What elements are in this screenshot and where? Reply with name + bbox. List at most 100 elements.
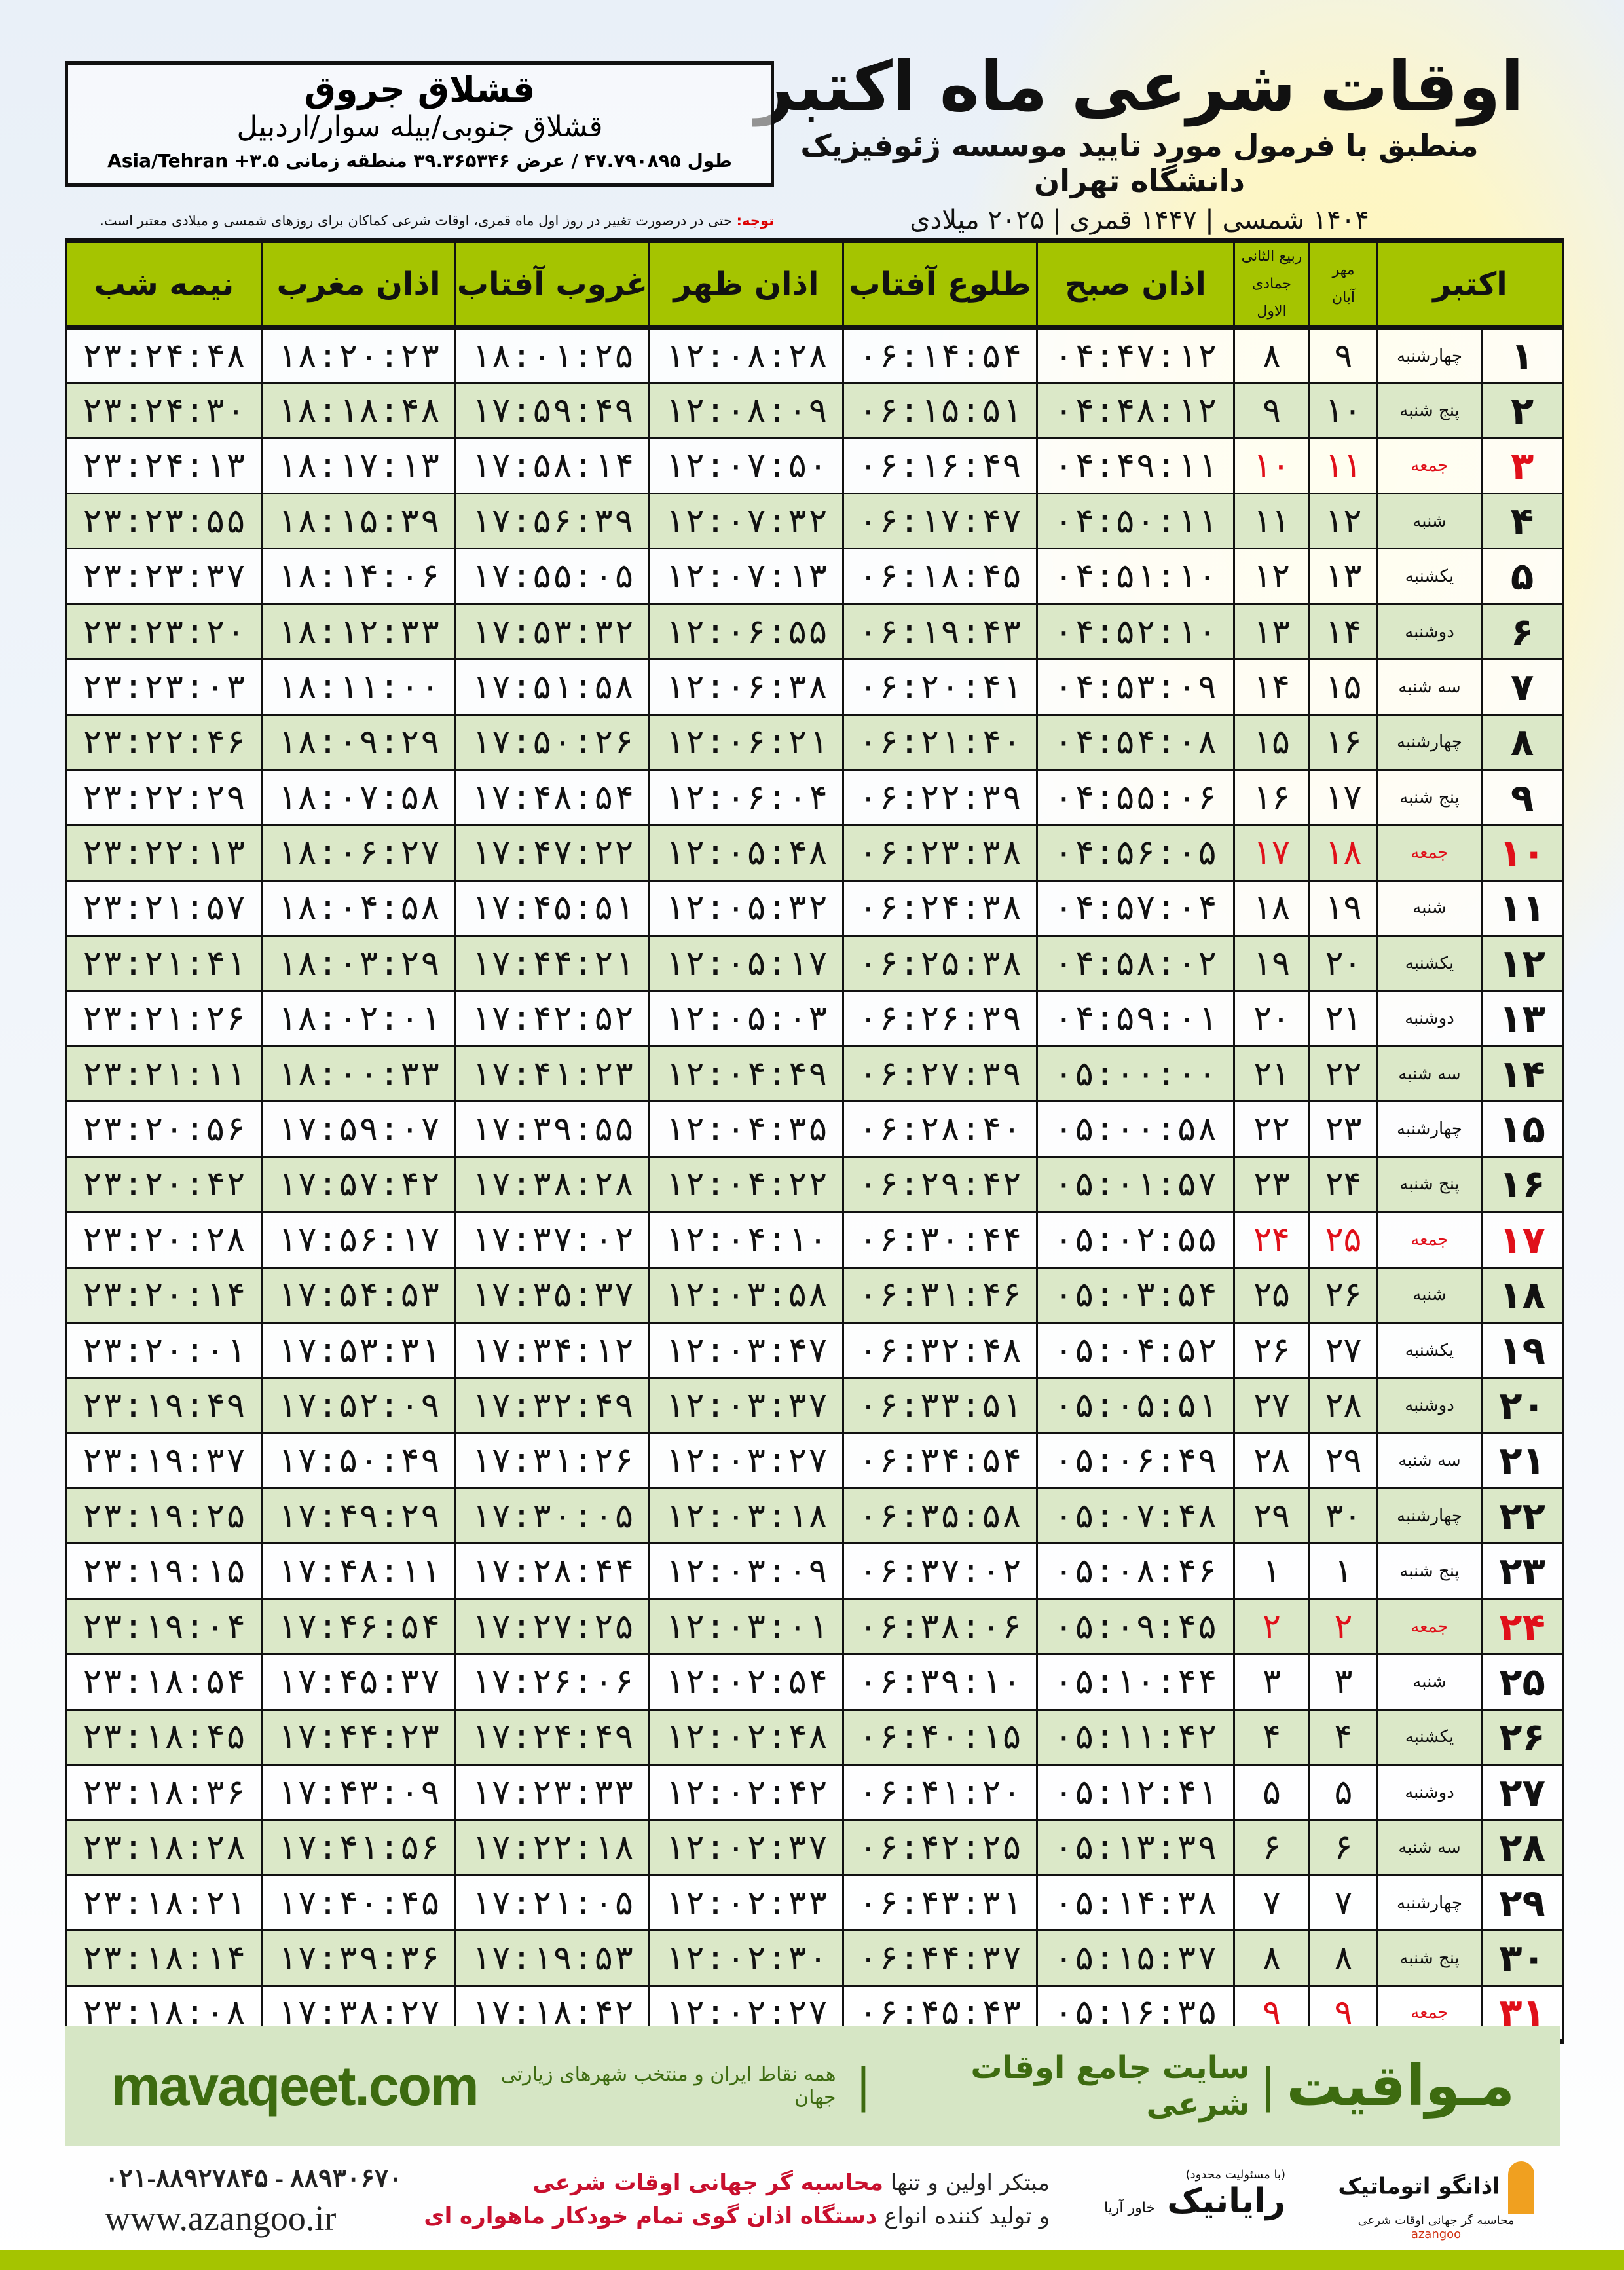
zohr-time: ۱۲:۰۶:۲۱ — [648, 713, 844, 772]
ghurub-time: ۱۷:۵۸:۱۴ — [454, 437, 650, 495]
header-sobh: اذان صبح — [1036, 237, 1235, 331]
maghrib-time: ۱۸:۰۰:۳۳ — [261, 1045, 456, 1103]
day-number: ۲ — [1481, 382, 1564, 439]
shamsi-day: ۴ — [1308, 1708, 1378, 1766]
tolu-time: ۰۶:۳۷:۰۲ — [842, 1542, 1038, 1600]
notice: توجه: حتی در درصورت تغییر در روز اول ماه… — [65, 213, 774, 229]
footer-line1-b: محاسبه گر جهانی اوقات شرعی — [532, 2170, 883, 2196]
qamari-day: ۴ — [1233, 1708, 1310, 1766]
day-number: ۱۰ — [1481, 824, 1564, 882]
qamari-day: ۲۸ — [1233, 1432, 1310, 1490]
shamsi-day: ۱۱ — [1308, 437, 1378, 495]
shamsi-day: ۱۷ — [1308, 769, 1378, 827]
maghrib-time: ۱۷:۵۶:۱۷ — [261, 1211, 456, 1269]
day-number: ۶ — [1481, 603, 1564, 661]
tolu-time: ۰۶:۲۷:۳۹ — [842, 1045, 1038, 1103]
azangoo-website-link[interactable]: www.azangoo.ir — [105, 2199, 337, 2238]
zohr-time: ۱۲:۰۲:۴۲ — [648, 1764, 844, 1821]
maghrib-time: ۱۷:۴۵:۳۷ — [261, 1653, 456, 1711]
table-row: ۲۲ چهارشنبه ۳۰ ۲۹ ۰۵:۰۷:۴۸ ۰۶:۳۵:۵۸ ۱۲:۰۳:۱۸ ۱۷… — [65, 1487, 1564, 1545]
sobh-time: ۰۵:۰۶:۴۹ — [1036, 1432, 1235, 1490]
zohr-time: ۱۲:۰۸:۰۹ — [648, 382, 844, 439]
maghrib-time: ۱۸:۱۲:۳۳ — [261, 603, 456, 661]
shamsi-day: ۱۳ — [1308, 548, 1378, 605]
qamari-day: ۱۶ — [1233, 769, 1310, 827]
banner-separator: | — [855, 2059, 872, 2113]
shamsi-day: ۲۹ — [1308, 1432, 1378, 1490]
sobh-time: ۰۴:۵۸:۰۲ — [1036, 935, 1235, 992]
tolu-time: ۰۶:۲۴:۳۸ — [842, 879, 1038, 937]
location-coordinates: طول ۴۷.۷۹۰۸۹۵ / عرض ۳۹.۳۶۵۳۴۶ منطقه زمان… — [107, 150, 732, 172]
table-row: ۲۸ سه شنبه ۶ ۶ ۰۵:۱۳:۳۹ ۰۶:۴۲:۲۵ ۱۲:۰۲:۳۷ ۱۷:۲۲… — [65, 1819, 1564, 1876]
zohr-time: ۱۲:۰۳:۰۱ — [648, 1597, 844, 1656]
page-title-block: اوقات شرعی ماه اکتبر منطبق با فرمول مورد… — [747, 46, 1532, 235]
tolu-time: ۰۶:۴۰:۱۵ — [842, 1708, 1038, 1766]
banner-separator: | — [1260, 2059, 1276, 2113]
maghrib-time: ۱۸:۱۸:۴۸ — [261, 382, 456, 439]
sobh-time: ۰۴:۵۹:۰۱ — [1036, 990, 1235, 1047]
day-number: ۲۷ — [1481, 1764, 1564, 1821]
maghrib-time: ۱۸:۰۲:۰۱ — [261, 990, 456, 1047]
maghrib-time: ۱۸:۰۶:۲۷ — [261, 824, 456, 882]
header-shamsi: مهر آبان — [1308, 237, 1378, 331]
tolu-time: ۰۶:۲۹:۴۲ — [842, 1155, 1038, 1214]
header-zohr: اذان ظهر — [648, 237, 844, 331]
ghurub-time: ۱۷:۳۹:۵۵ — [454, 1100, 650, 1158]
ghurub-time: ۱۷:۴۴:۲۱ — [454, 935, 650, 992]
shamsi-day: ۱۴ — [1308, 603, 1378, 661]
rayanik-logo: (با مسئولیت محدود) رایانیک خاور آریا — [1104, 2168, 1285, 2221]
qamari-day: ۵ — [1233, 1764, 1310, 1821]
maghrib-time: ۱۸:۱۱:۰۰ — [261, 658, 456, 716]
nimeh-shab-time: ۲۳:۲۴:۴۸ — [65, 326, 263, 384]
day-number: ۱۴ — [1481, 1045, 1564, 1103]
table-row: ۷ سه شنبه ۱۵ ۱۴ ۰۴:۵۳:۰۹ ۰۶:۲۰:۴۱ ۱۲:۰۶:۳۸ ۱۷:۵… — [65, 658, 1564, 716]
sobh-time: ۰۵:۰۸:۴۶ — [1036, 1542, 1235, 1600]
shamsi-day: ۲۳ — [1308, 1100, 1378, 1158]
day-number: ۷ — [1481, 658, 1564, 716]
day-number: ۱۹ — [1481, 1321, 1564, 1379]
shamsi-day: ۹ — [1308, 326, 1378, 384]
sobh-time: ۰۴:۵۵:۰۶ — [1036, 769, 1235, 827]
qamari-day: ۲۳ — [1233, 1155, 1310, 1214]
ghurub-time: ۱۷:۳۲:۴۹ — [454, 1377, 650, 1434]
zohr-time: ۱۲:۰۴:۲۲ — [648, 1155, 844, 1214]
weekday: دوشنبه — [1376, 990, 1483, 1047]
maghrib-time: ۱۸:۱۷:۱۳ — [261, 437, 456, 495]
zohr-time: ۱۲:۰۳:۵۸ — [648, 1266, 844, 1324]
shamsi-day: ۲۸ — [1308, 1377, 1378, 1434]
table-row: ۱۰ جمعه ۱۸ ۱۷ ۰۴:۵۶:۰۵ ۰۶:۲۳:۳۸ ۱۲:۰۵:۴۸ ۱۷:۴۷:… — [65, 824, 1564, 882]
shamsi-day: ۱۰ — [1308, 382, 1378, 439]
footer-line1-a: مبتکر اولین و تنها — [883, 2170, 1050, 2196]
azangoo-logo-sub: محاسبه گر جهانی اوقات شرعی — [1357, 2214, 1515, 2227]
sobh-time: ۰۴:۴۷:۱۲ — [1036, 326, 1235, 384]
shamsi-day: ۱۲ — [1308, 493, 1378, 550]
tolu-time: ۰۶:۱۷:۴۷ — [842, 493, 1038, 550]
zohr-time: ۱۲:۰۴:۱۰ — [648, 1211, 844, 1269]
header-shamsi-bottom: آبان — [1331, 289, 1356, 306]
table-row: ۸ چهارشنبه ۱۶ ۱۵ ۰۴:۵۴:۰۸ ۰۶:۲۱:۴۰ ۱۲:۰۶:۲۱ ۱۷:… — [65, 713, 1564, 772]
day-number: ۲۵ — [1481, 1653, 1564, 1711]
qamari-day: ۲۵ — [1233, 1266, 1310, 1324]
tolu-time: ۰۶:۴۱:۲۰ — [842, 1764, 1038, 1821]
year-line: ۱۴۰۴ شمسی | ۱۴۴۷ قمری | ۲۰۲۵ میلادی — [910, 204, 1369, 235]
shamsi-day: ۲۵ — [1308, 1211, 1378, 1269]
rayanik-logo-small: (با مسئولیت محدود) — [1185, 2168, 1285, 2182]
ghurub-time: ۱۷:۲۷:۲۵ — [454, 1597, 650, 1656]
header-month: اکتبر — [1376, 237, 1564, 331]
sobh-time: ۰۵:۱۴:۳۸ — [1036, 1874, 1235, 1932]
sobh-time: ۰۵:۰۴:۵۲ — [1036, 1321, 1235, 1379]
nimeh-shab-time: ۲۳:۲۴:۱۳ — [65, 437, 263, 495]
banner-tagline: سایت جامع اوقات شرعی — [970, 2049, 1250, 2123]
weekday: پنج شنبه — [1376, 1542, 1483, 1600]
nimeh-shab-time: ۲۳:۲۱:۵۷ — [65, 879, 263, 937]
mavaqeet-url-link[interactable]: mavaqeet.com — [111, 2055, 479, 2117]
weekday: شنبه — [1376, 1266, 1483, 1324]
zohr-time: ۱۲:۰۳:۰۹ — [648, 1542, 844, 1600]
qamari-day: ۹ — [1233, 382, 1310, 439]
weekday: پنج شنبه — [1376, 769, 1483, 827]
shamsi-day: ۱۶ — [1308, 713, 1378, 772]
zohr-time: ۱۲:۰۷:۳۲ — [648, 493, 844, 550]
nimeh-shab-time: ۲۳:۲۳:۳۷ — [65, 548, 263, 605]
tolu-time: ۰۶:۲۱:۴۰ — [842, 713, 1038, 772]
page-subtitle: منطبق با فرمول مورد تایید موسسه ژئوفیزیک… — [800, 127, 1479, 198]
